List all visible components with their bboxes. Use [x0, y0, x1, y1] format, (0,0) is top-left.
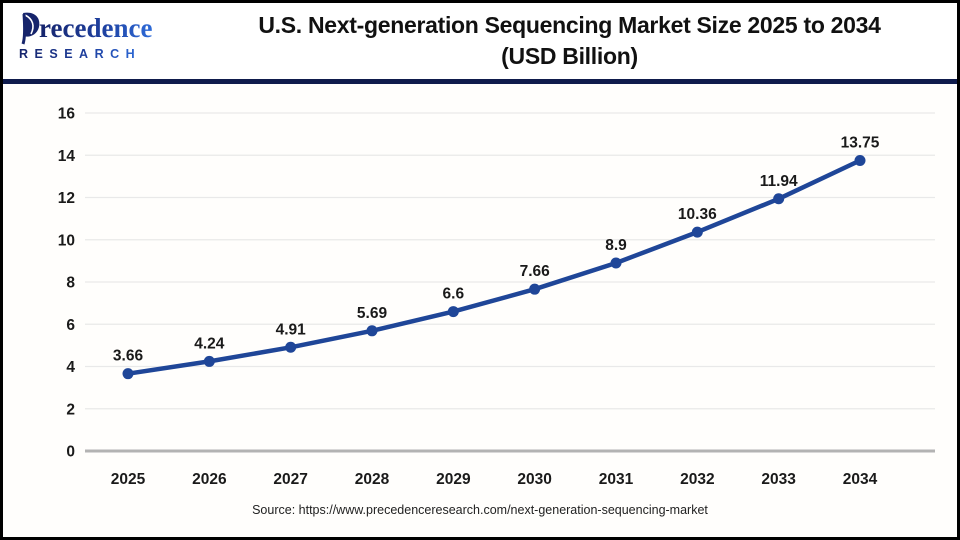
- data-point-label: 4.24: [194, 335, 225, 352]
- y-tick-label: 4: [66, 359, 75, 376]
- header-divider: [3, 79, 957, 84]
- y-tick-label: 10: [58, 232, 75, 249]
- chart-title: U.S. Next-generation Sequencing Market S…: [200, 10, 957, 72]
- series-line: [125, 158, 863, 376]
- y-tick-label: 12: [58, 190, 75, 207]
- chart-title-line1: U.S. Next-generation Sequencing Market S…: [258, 11, 881, 38]
- leaf-p-icon: [21, 12, 40, 44]
- x-tick-label: 2034: [843, 471, 878, 488]
- source-line: Source: https://www.precedenceresearch.c…: [3, 496, 957, 537]
- x-tick-label: 2031: [599, 471, 634, 488]
- data-point-marker: [691, 226, 703, 238]
- y-tick-label: 0: [66, 444, 75, 461]
- y-tick-label: 14: [58, 148, 76, 165]
- y-tick-label: 2: [66, 401, 75, 418]
- x-tick-label: 2026: [192, 471, 227, 488]
- data-point-marker: [447, 306, 459, 318]
- data-point-label: 4.91: [276, 321, 307, 338]
- data-point-label: 13.75: [841, 135, 880, 152]
- x-tick-label: 2028: [355, 471, 390, 488]
- y-tick-label: 6: [66, 317, 75, 334]
- data-point-marker: [366, 325, 378, 337]
- data-point-label: 5.69: [357, 305, 388, 322]
- x-tick-label: 2030: [517, 471, 551, 488]
- logo-graphic: recedence RESEARCH: [19, 12, 152, 61]
- data-point-marker: [773, 193, 785, 205]
- data-point-label: 11.94: [760, 173, 798, 190]
- chart-title-line2: (USD Billion): [501, 43, 638, 69]
- data-point-label: 6.6: [443, 286, 465, 303]
- chart-canvas: 0 2 4 6 8 10 12 14 16 2025 2026 2027 2028 2029 2030 203…: [58, 106, 935, 488]
- x-tick-label: 2032: [680, 471, 714, 488]
- precedence-research-logo: recedence RESEARCH: [3, 10, 200, 73]
- x-tick-label: 2027: [273, 471, 307, 488]
- data-point-label: 10.36: [678, 206, 717, 223]
- data-point-marker: [529, 283, 541, 295]
- x-tick-label: 2029: [436, 471, 471, 488]
- data-point-label: 8.9: [605, 237, 627, 254]
- data-point-marker: [203, 355, 215, 367]
- logo-wordmark: recedence: [39, 13, 152, 43]
- data-point-marker: [854, 155, 866, 167]
- data-point-label: 7.66: [520, 263, 551, 280]
- y-tick-label: 16: [58, 106, 76, 123]
- logo-subtext: RESEARCH: [19, 47, 141, 61]
- x-tick-label: 2025: [111, 471, 146, 488]
- source-text: Source: https://www.precedenceresearch.c…: [252, 503, 708, 517]
- data-point-label: 3.66: [113, 348, 144, 365]
- y-tick-label: 8: [66, 275, 75, 292]
- line-chart: 0 2 4 6 8 10 12 14 16 2025 2026 2027 2028 2029 2030 203…: [3, 84, 957, 496]
- data-point-marker: [122, 368, 134, 380]
- header: recedence RESEARCH U.S. Next-generation …: [3, 3, 957, 79]
- x-tick-label: 2033: [761, 471, 796, 488]
- data-point-marker: [285, 341, 297, 353]
- data-point-marker: [610, 257, 622, 269]
